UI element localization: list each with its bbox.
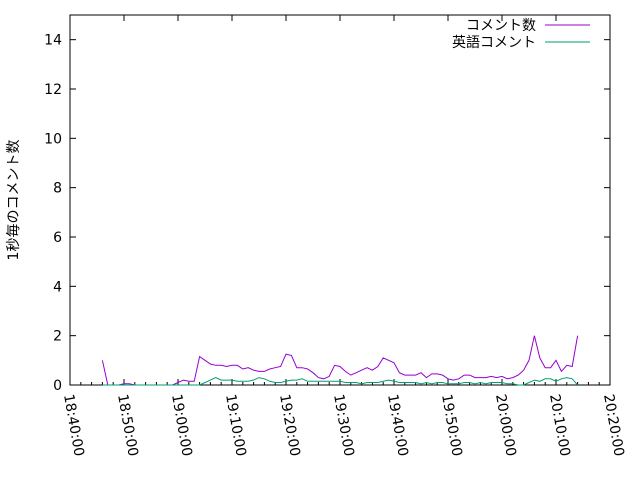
x-tick-label: 18:50:00 — [114, 393, 141, 458]
x-tick-label: 18:40:00 — [60, 393, 87, 458]
series-line-1 — [102, 377, 578, 386]
x-tick-label: 19:40:00 — [384, 393, 411, 458]
x-tick-label: 20:10:00 — [546, 393, 573, 458]
x-tick-label: 19:30:00 — [330, 393, 357, 458]
x-tick-label: 19:50:00 — [438, 393, 465, 458]
y-tick-label: 6 — [53, 230, 62, 246]
legend-label: 英語コメント — [452, 34, 536, 51]
y-tick-label: 10 — [44, 131, 62, 147]
x-tick-label: 19:20:00 — [276, 393, 303, 458]
series-line-0 — [101, 335, 579, 386]
plot-frame — [69, 14, 611, 386]
y-tick-label: 8 — [53, 181, 62, 197]
y-tick-label: 4 — [53, 279, 62, 295]
x-tick-label: 19:10:00 — [222, 393, 249, 458]
y-tick-label: 12 — [44, 82, 62, 98]
x-tick-label: 20:20:00 — [600, 393, 627, 458]
y-axis-label: 1秒毎のコメント数 — [6, 140, 22, 261]
y-tick-label: 2 — [53, 329, 62, 345]
legend-label: コメント数 — [466, 18, 536, 34]
x-tick-label: 19:00:00 — [168, 393, 195, 458]
x-tick-label: 20:00:00 — [492, 393, 519, 458]
y-tick-label: 0 — [53, 378, 62, 394]
y-tick-label: 14 — [44, 33, 62, 49]
